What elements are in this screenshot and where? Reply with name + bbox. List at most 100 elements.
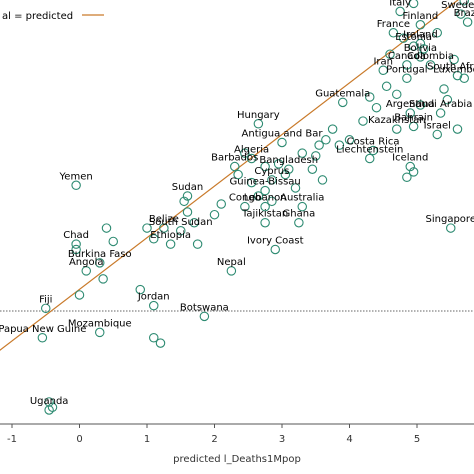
data-point bbox=[321, 135, 331, 145]
data-point bbox=[230, 161, 240, 172]
data-point bbox=[445, 223, 456, 233]
data-point bbox=[395, 6, 405, 17]
point-label: Argentina bbox=[386, 99, 435, 110]
data-point bbox=[415, 20, 426, 30]
data-point bbox=[452, 70, 463, 81]
data-point bbox=[402, 73, 412, 84]
point-label: Algeria bbox=[234, 145, 269, 156]
data-point bbox=[297, 201, 307, 212]
data-point bbox=[182, 191, 193, 201]
point-label: Jordan bbox=[137, 292, 170, 303]
point-label: Ghana bbox=[283, 209, 316, 220]
data-point bbox=[405, 108, 415, 118]
data-point bbox=[71, 180, 81, 191]
data-point bbox=[40, 303, 51, 314]
point-label: Yemen bbox=[59, 171, 93, 182]
data-point bbox=[135, 284, 146, 295]
point-label: Finland bbox=[403, 11, 439, 22]
data-point bbox=[402, 172, 412, 183]
data-point bbox=[439, 84, 449, 94]
data-point bbox=[408, 41, 419, 51]
data-point bbox=[209, 209, 220, 220]
x-axis-title: predicted l_Deaths1Mpop bbox=[173, 454, 301, 465]
data-point bbox=[159, 223, 169, 233]
data-point bbox=[405, 161, 415, 172]
data-point bbox=[391, 89, 402, 100]
data-point bbox=[408, 167, 419, 177]
point-label: Australia bbox=[280, 193, 324, 204]
data-point bbox=[317, 175, 328, 185]
data-point bbox=[280, 169, 291, 180]
point-label: Ethiopia bbox=[150, 230, 191, 241]
point-label: Bahrain bbox=[394, 112, 433, 123]
data-point bbox=[368, 145, 378, 156]
point-label: Liechtenstein bbox=[336, 145, 403, 156]
data-point bbox=[149, 234, 159, 244]
data-point bbox=[95, 327, 105, 338]
data-point bbox=[260, 185, 270, 196]
point-label: Canada bbox=[388, 51, 426, 62]
data-point bbox=[199, 311, 210, 322]
point-label: Estonia bbox=[395, 32, 432, 43]
point-label: Bangladesh bbox=[259, 155, 318, 166]
data-point bbox=[155, 338, 166, 348]
point-label: Israel bbox=[424, 120, 451, 131]
legend: al = predicted bbox=[2, 11, 104, 22]
data-point bbox=[442, 94, 453, 105]
data-point bbox=[81, 266, 92, 276]
data-point bbox=[95, 258, 105, 268]
x-tick-label: 5 bbox=[414, 434, 420, 445]
data-point bbox=[101, 223, 112, 233]
point-label: Antigua and Bar bbox=[242, 128, 324, 139]
point-label: Chad bbox=[63, 230, 89, 241]
data-point bbox=[71, 244, 81, 255]
point-label: Iran bbox=[373, 56, 393, 67]
data-point bbox=[149, 332, 159, 343]
data-point bbox=[364, 153, 375, 164]
point-label: Singapore bbox=[426, 214, 474, 225]
point-label: Guatemala bbox=[315, 88, 370, 99]
data-point bbox=[398, 33, 409, 43]
data-point bbox=[334, 140, 345, 150]
data-point bbox=[462, 17, 473, 27]
fit-line bbox=[0, 0, 459, 351]
data-point bbox=[37, 332, 48, 343]
data-point bbox=[402, 60, 412, 70]
data-point bbox=[456, 9, 466, 19]
point-label: Brazil bbox=[454, 8, 474, 19]
points-layer bbox=[37, 0, 473, 415]
point-label: Hungary bbox=[237, 110, 280, 121]
point-label: Iceland bbox=[392, 153, 428, 164]
data-point bbox=[108, 236, 119, 247]
x-tick-label: 2 bbox=[211, 434, 217, 445]
data-point bbox=[267, 196, 277, 207]
point-label: Colombia bbox=[407, 51, 454, 62]
data-point bbox=[74, 290, 85, 300]
x-tick-label: 0 bbox=[76, 434, 82, 445]
point-label: Guinea-Bissau bbox=[229, 177, 300, 188]
x-axis: -1 0 1 2 3 4 5 predicted l_Deaths1Mpop bbox=[0, 423, 474, 465]
point-label: Sudan bbox=[172, 182, 204, 193]
data-point bbox=[435, 108, 446, 118]
data-point bbox=[176, 226, 186, 236]
point-label: Lebanon bbox=[244, 193, 287, 204]
data-point bbox=[294, 217, 304, 228]
data-point bbox=[273, 159, 284, 169]
point-label: Uganda bbox=[30, 396, 69, 407]
data-point bbox=[179, 196, 189, 207]
data-point bbox=[425, 60, 436, 70]
data-point bbox=[327, 124, 338, 134]
data-point bbox=[260, 161, 270, 172]
data-point bbox=[310, 151, 321, 161]
point-label: Costa Rica bbox=[347, 137, 400, 148]
data-point bbox=[189, 217, 200, 228]
data-point bbox=[71, 239, 81, 249]
data-point bbox=[149, 300, 159, 311]
point-label: Portugal bbox=[386, 64, 427, 75]
data-point bbox=[297, 148, 307, 158]
point-label: Ivory Coast bbox=[247, 235, 304, 246]
data-point bbox=[459, 0, 469, 6]
point-label: Belize bbox=[149, 214, 179, 225]
data-point bbox=[290, 183, 301, 193]
